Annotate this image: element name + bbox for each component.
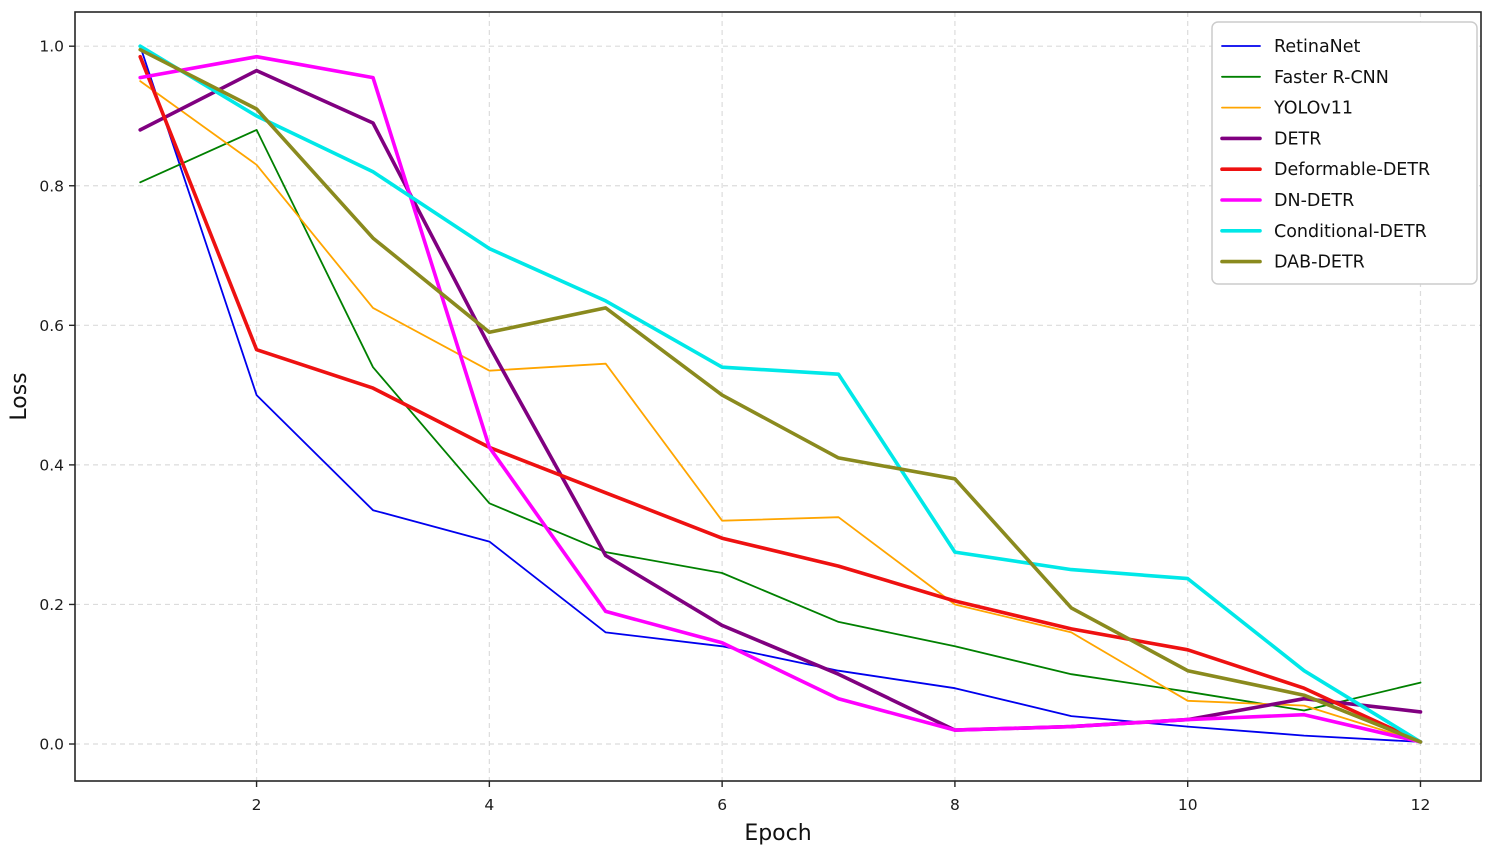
series-line-retinanet: [139, 45, 1422, 743]
y-tick-label: 0.2: [39, 596, 64, 614]
legend-label-deformable-detr: Deformable-DETR: [1274, 160, 1430, 180]
legend-label-detr: DETR: [1274, 129, 1321, 149]
series-line-dab-detr: [138, 47, 1423, 744]
series-line-deformable-detr: [138, 54, 1423, 744]
y-tick-label: 1.0: [39, 38, 64, 56]
y-axis-title: Loss: [7, 372, 32, 420]
legend-box: [1211, 21, 1478, 285]
series-line-dn-detr: [138, 54, 1423, 744]
x-axis-title: Epoch: [744, 821, 811, 846]
legend-label-yolov11: YOLOv11: [1273, 99, 1353, 119]
y-tick-label: 0.8: [39, 177, 64, 195]
series-line-faster-r-cnn: [139, 128, 1422, 712]
x-tick-label: 12: [1411, 796, 1431, 814]
legend-label-dn-detr: DN-DETR: [1274, 191, 1354, 211]
plot-border: [74, 11, 1482, 782]
x-tick-label: 6: [717, 796, 727, 814]
x-tick-label: 4: [484, 796, 494, 814]
x-tick-label: 2: [252, 796, 262, 814]
legend-label-faster-r-cnn: Faster R-CNN: [1274, 68, 1389, 88]
series-line-conditional-detr: [138, 44, 1423, 744]
y-tick-label: 0.4: [39, 456, 64, 474]
y-tick-label: 0.0: [39, 736, 64, 754]
legend-label-dab-detr: DAB-DETR: [1274, 253, 1365, 273]
x-tick-label: 8: [950, 796, 960, 814]
series-line-yolov11: [139, 80, 1422, 743]
series-line-detr: [138, 68, 1423, 732]
legend-label-conditional-detr: Conditional-DETR: [1274, 222, 1427, 242]
y-tick-label: 0.6: [39, 317, 64, 335]
x-tick-label: 10: [1178, 796, 1198, 814]
legend-label-retinanet: RetinaNet: [1274, 37, 1361, 57]
